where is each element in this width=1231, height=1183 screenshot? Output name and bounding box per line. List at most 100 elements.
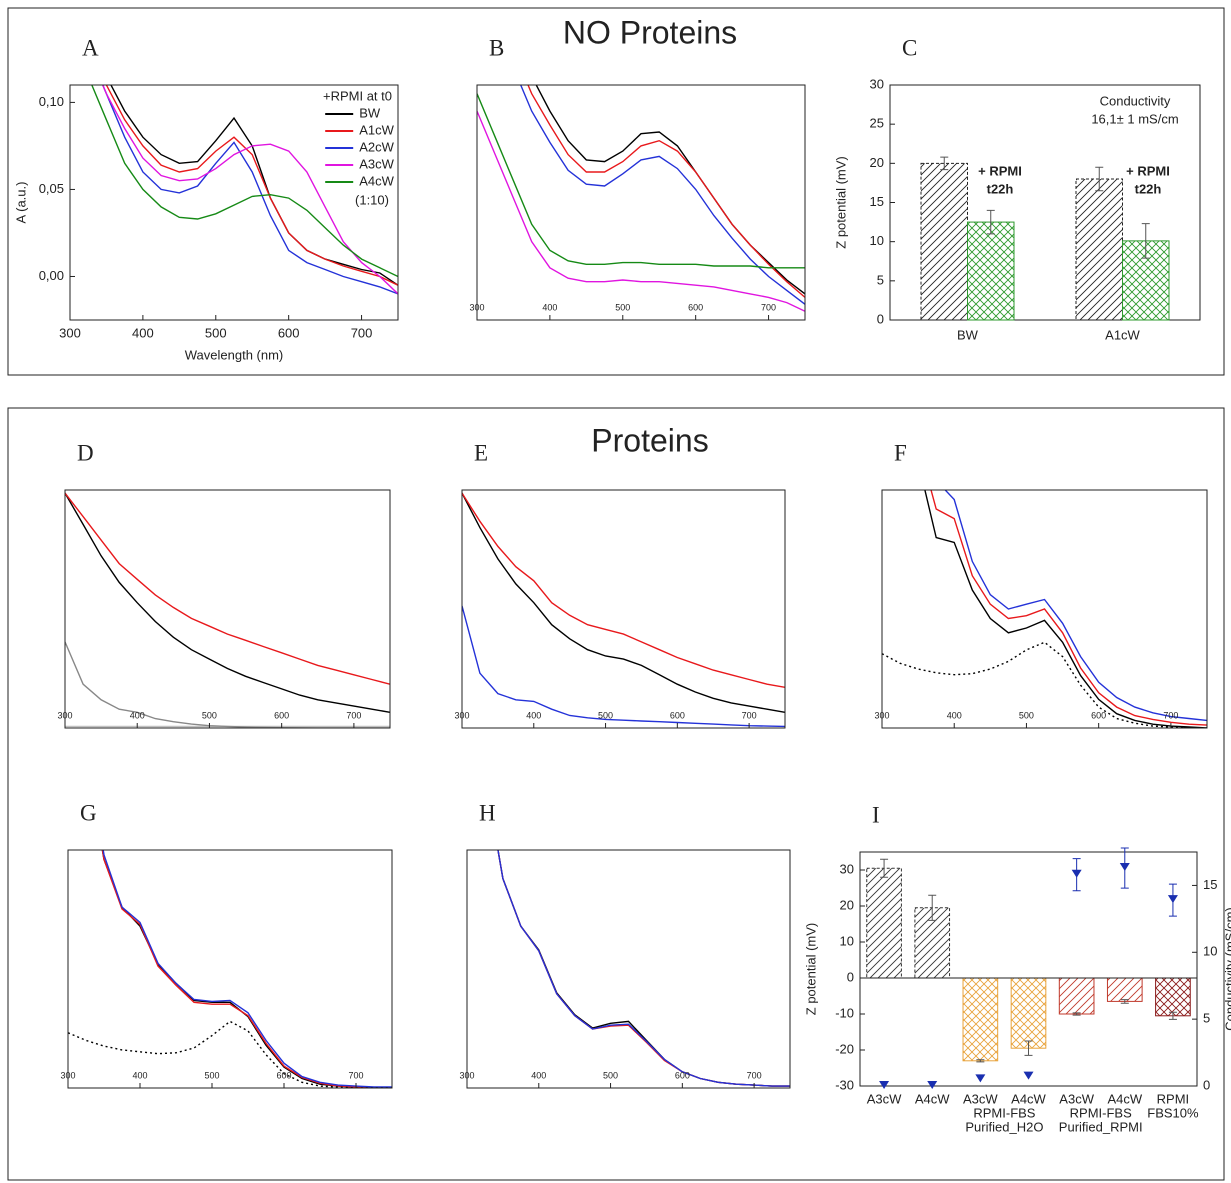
panel-letter: D [77, 440, 94, 465]
x-tick-label: FBS10% [1147, 1105, 1199, 1120]
spectrum-line [462, 492, 785, 713]
x-tick-label: 600 [276, 1070, 291, 1080]
bar [1010, 977, 1047, 1049]
spectrum-line [68, 1020, 392, 1088]
x-tick-label: A3cW [963, 1091, 998, 1106]
conductivity-point [1071, 869, 1082, 878]
y-axis-label: Z potential (mV) [833, 156, 848, 248]
category-group-label: Purified_H2O [965, 1119, 1043, 1134]
x-tick-label: A3cW [867, 1091, 902, 1106]
legend-label: A3cW [359, 156, 394, 171]
y-tick-label: 20 [840, 897, 854, 912]
spectrum-line [65, 641, 390, 728]
x-tick-label: 600 [688, 302, 703, 312]
annotation: + RPMI [978, 163, 1022, 178]
y-tick-label: 25 [870, 116, 884, 131]
error-bar [1072, 1012, 1081, 1016]
bar [1058, 977, 1095, 1015]
error-bar [1120, 999, 1129, 1004]
x-tick-label: RPMI [1157, 1091, 1190, 1106]
y-tick-label: 0,00 [39, 268, 64, 283]
spectrum-line [102, 85, 398, 295]
inset-background [65, 490, 390, 728]
spectrum-line [65, 492, 390, 685]
y-tick-label: 0,05 [39, 181, 64, 196]
x-tick-label: 300 [459, 1070, 474, 1080]
x-tick-label: 500 [204, 1070, 219, 1080]
x-tick-label: 600 [274, 710, 289, 720]
plot-frame [881, 489, 1208, 729]
x-tick-label: A4cW [915, 1091, 950, 1106]
x-tick-label: 400 [542, 302, 557, 312]
spectrum-line [102, 85, 398, 295]
bar [967, 221, 1015, 321]
error-bar [1024, 1040, 1033, 1056]
y-tick-label: 0,10 [39, 94, 64, 109]
spectrum-line [497, 850, 790, 1087]
spectrum-line [101, 850, 392, 1088]
y2-axis-label: Conductivity (mS/cm) [1222, 907, 1231, 1031]
x-tick-label: A1cW [1105, 327, 1140, 342]
spectrum-line [519, 85, 805, 305]
inset-background [477, 85, 805, 320]
panel-letter: B [489, 35, 504, 60]
legend-title: +RPMI at t0 [323, 88, 392, 103]
error-bar [940, 156, 949, 171]
inset-background [462, 490, 785, 728]
x-tick-label: A4cW [1107, 1091, 1142, 1106]
conductivity-point [1119, 863, 1130, 872]
x-tick-label: 700 [348, 1070, 363, 1080]
bar [1106, 977, 1143, 1002]
x-tick-label: 500 [202, 710, 217, 720]
x-tick-label: 700 [351, 325, 373, 340]
x-tick-label: BW [957, 327, 979, 342]
x-tick-label: 300 [469, 302, 484, 312]
y-tick-label: 0 [877, 311, 884, 326]
x-tick-label: 300 [60, 1070, 75, 1080]
error-bar [1095, 166, 1104, 192]
legend-note: (1:10) [355, 192, 389, 207]
x-tick-label: 600 [675, 1070, 690, 1080]
x-tick-label: 600 [278, 325, 300, 340]
panel-letter: H [479, 800, 496, 825]
annotation: 16,1± 1 mS/cm [1091, 111, 1178, 126]
x-tick-label: 700 [1163, 710, 1178, 720]
x-tick-label: 700 [747, 1070, 762, 1080]
y-tick-label: -30 [835, 1077, 854, 1092]
spectrum-line [110, 85, 398, 286]
y-tick-label: -10 [835, 1005, 854, 1020]
error-bar [976, 1059, 985, 1063]
y-tick-label: -20 [835, 1041, 854, 1056]
spectrum-line [462, 492, 785, 688]
y-axis-label: Z potential (mV) [803, 923, 818, 1015]
x-tick-label: A3cW [1059, 1091, 1094, 1106]
y-tick-label: 10 [870, 233, 884, 248]
annotation: Conductivity [1100, 93, 1171, 108]
plot-frame [461, 489, 786, 729]
spectrum-line [924, 490, 1207, 728]
panel-letter: A [82, 35, 99, 60]
y2-tick-label: 0 [1203, 1077, 1210, 1092]
plot-frame [466, 849, 791, 1089]
x-tick-label: 300 [454, 710, 469, 720]
bar [920, 162, 968, 321]
legend-label: BW [359, 105, 381, 120]
category-group-label: RPMI-FBS [1070, 1105, 1132, 1120]
spectrum-line [944, 490, 1207, 722]
conductivity-point [927, 1081, 938, 1089]
bar [1155, 977, 1191, 1017]
bar [1075, 178, 1123, 321]
x-tick-label: 400 [526, 710, 541, 720]
y-tick-label: 30 [840, 861, 854, 876]
inset-background [467, 850, 790, 1088]
annotation: t22h [987, 181, 1014, 196]
bar [866, 867, 902, 979]
spectrum-line [477, 93, 805, 269]
frame [7, 407, 1225, 1181]
x-tick-label: 700 [761, 302, 776, 312]
x-tick-label: A4cW [1011, 1091, 1046, 1106]
error-bar [1168, 1011, 1177, 1020]
spectrum-line [102, 850, 392, 1088]
x-tick-label: 400 [130, 710, 145, 720]
